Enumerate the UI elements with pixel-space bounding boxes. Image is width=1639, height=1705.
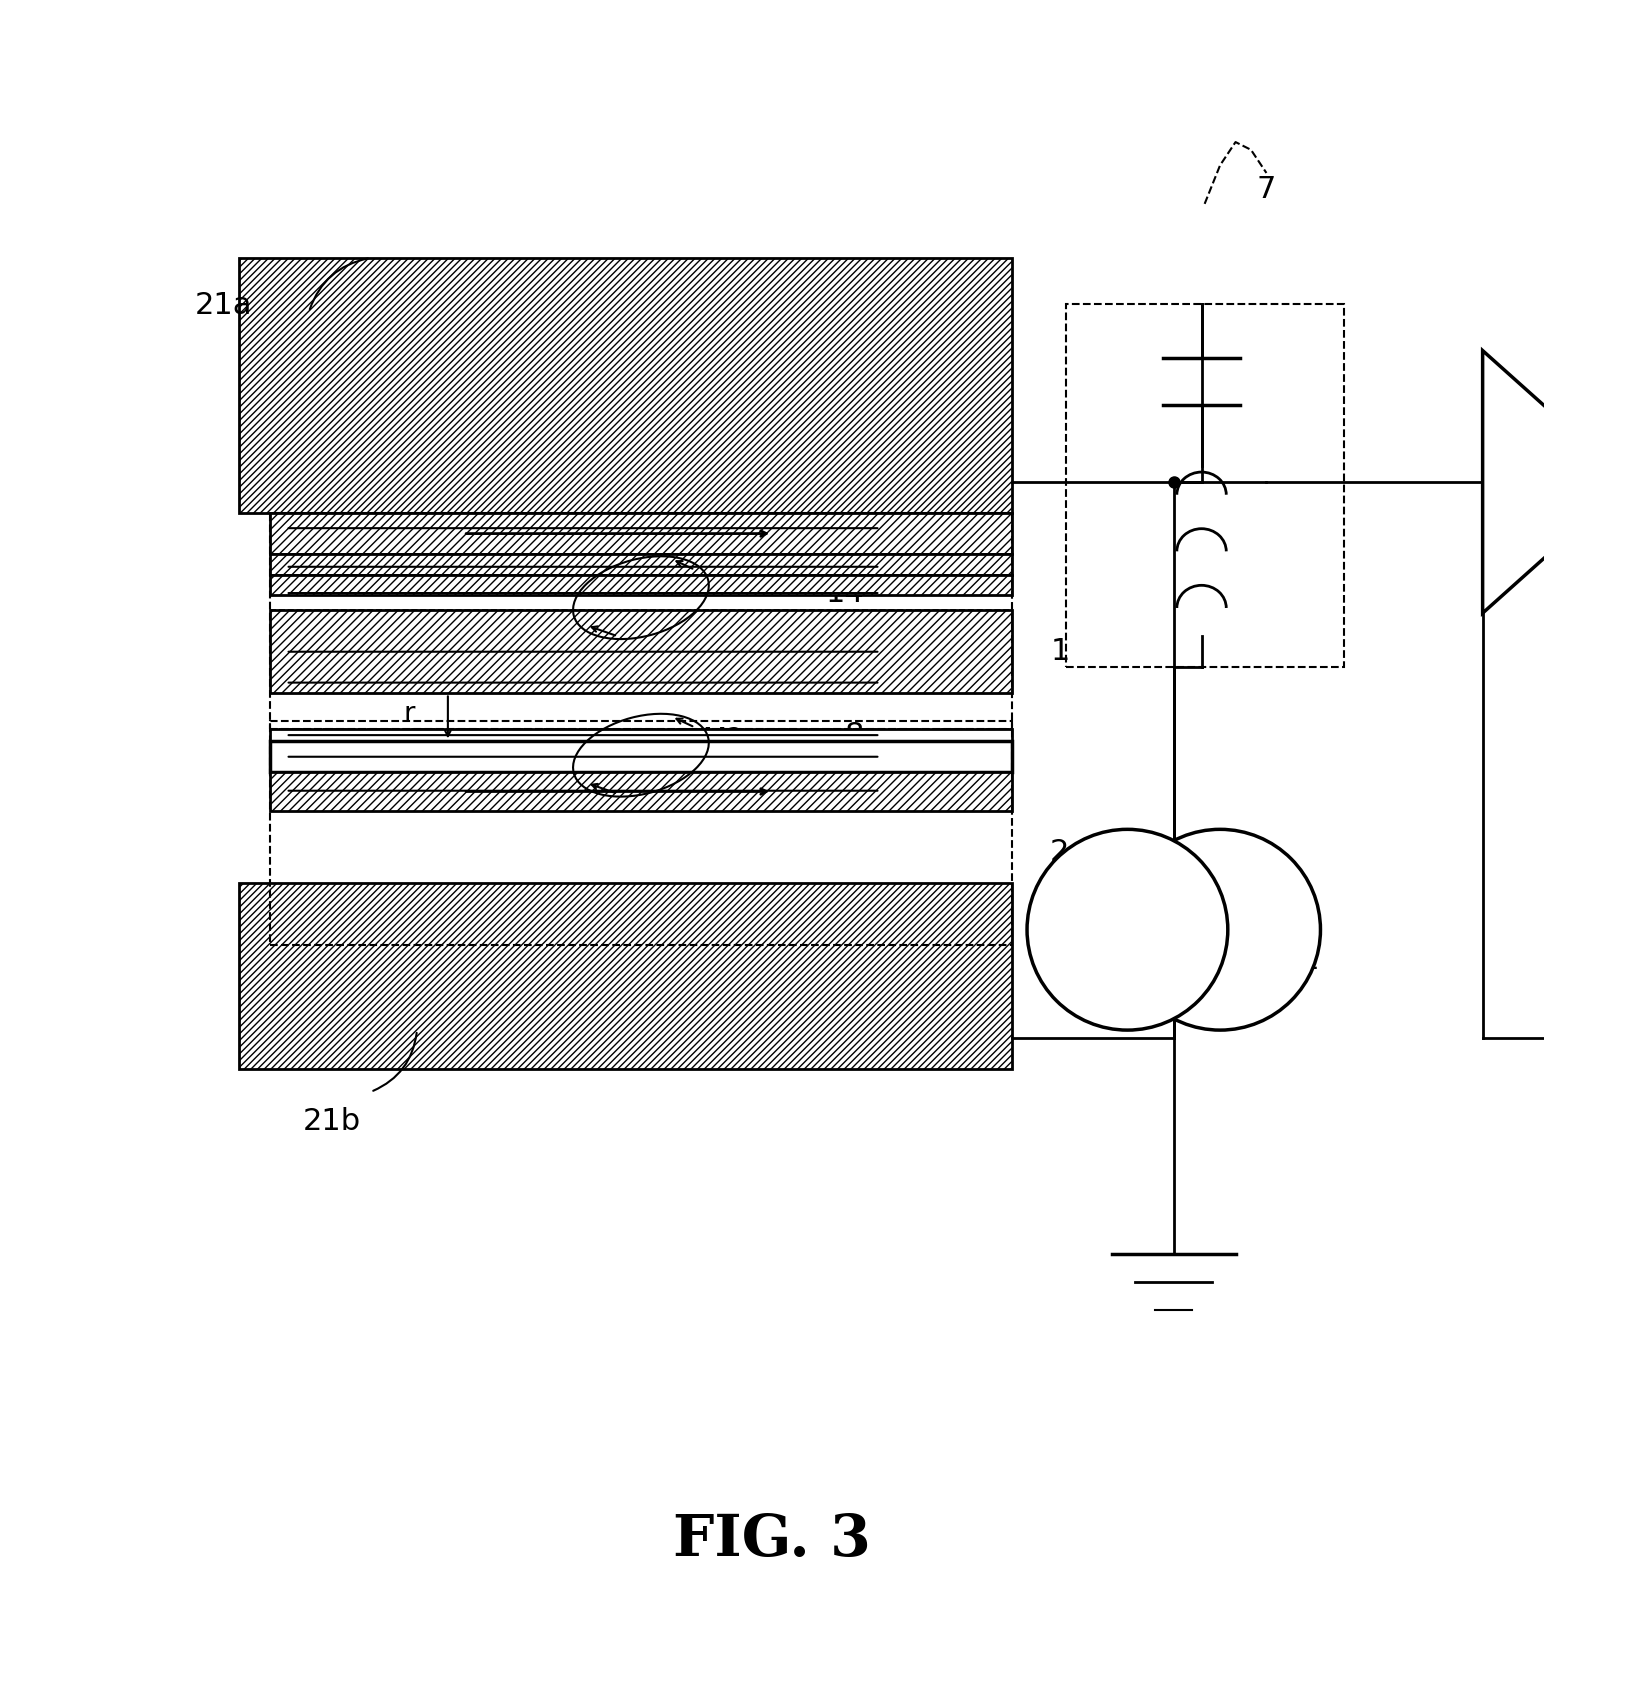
Text: 21b: 21b [303, 1107, 361, 1136]
Bar [239, 257, 1011, 513]
Bar [270, 513, 1011, 554]
Polygon shape [1483, 351, 1629, 614]
Text: FIG. 3: FIG. 3 [674, 1512, 872, 1569]
Text: 8: 8 [846, 721, 865, 750]
Text: 15: 15 [826, 552, 865, 581]
Text: M2: M2 [703, 726, 744, 754]
Text: 1: 1 [1051, 638, 1070, 667]
Text: 16: 16 [826, 513, 865, 542]
Circle shape [1119, 829, 1321, 1030]
Bar [270, 742, 1011, 772]
Bar [270, 730, 1011, 742]
Bar [270, 575, 1011, 595]
Bar [239, 257, 1011, 513]
Bar [270, 554, 1011, 575]
Bar [270, 772, 1011, 812]
Bar [270, 742, 1011, 772]
Text: 7: 7 [1257, 176, 1277, 205]
Bar [270, 575, 1011, 595]
Bar [270, 513, 1011, 554]
Text: 21a: 21a [195, 290, 252, 319]
Text: 10: 10 [826, 776, 865, 805]
Bar [270, 721, 1011, 945]
Text: 3: 3 [846, 668, 865, 697]
Bar [1065, 303, 1344, 667]
Text: 12: 12 [1282, 946, 1321, 975]
Text: P: P [1637, 684, 1639, 713]
Bar [239, 883, 1011, 1069]
Text: M1: M1 [703, 568, 744, 597]
Bar [270, 610, 1011, 694]
Text: 9: 9 [846, 742, 865, 771]
Bar [270, 513, 1011, 730]
Bar [270, 610, 1011, 694]
Bar [239, 883, 1011, 1069]
Bar [270, 772, 1011, 812]
Text: r: r [403, 699, 415, 728]
Bar [270, 554, 1011, 575]
Circle shape [1028, 829, 1228, 1030]
Text: 20: 20 [826, 638, 865, 667]
Text: 14: 14 [826, 578, 865, 607]
Text: 2: 2 [1051, 837, 1070, 868]
